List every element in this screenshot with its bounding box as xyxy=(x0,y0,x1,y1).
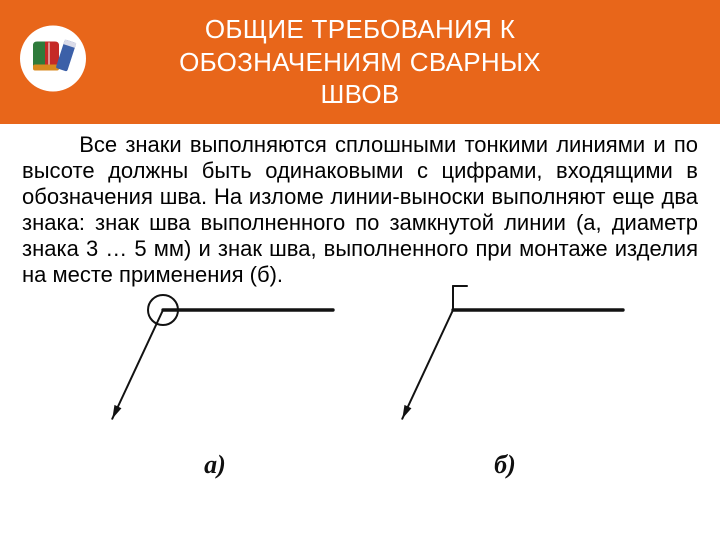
title-line: ШВОВ xyxy=(320,79,399,109)
title-line: ОБЩИЕ ТРЕБОВАНИЯ К xyxy=(205,14,515,44)
title-line: ОБОЗНАЧЕНИЯМ СВАРНЫХ xyxy=(179,47,541,77)
slide-body: Все знаки выполняются сплошными тонкими … xyxy=(0,124,720,484)
diagram-a: а) xyxy=(85,254,345,484)
diagram-row: а) б) xyxy=(22,254,698,484)
slide-header: ОБЩИЕ ТРЕБОВАНИЯ К ОБОЗНАЧЕНИЯМ СВАРНЫХ … xyxy=(0,0,720,124)
diagram-b-caption: б) xyxy=(494,450,516,480)
diagram-a-caption: а) xyxy=(204,450,226,480)
slide-title: ОБЩИЕ ТРЕБОВАНИЯ К ОБОЗНАЧЕНИЯМ СВАРНЫХ … xyxy=(179,13,541,111)
books-icon xyxy=(18,24,88,101)
diagram-b: б) xyxy=(375,254,635,484)
